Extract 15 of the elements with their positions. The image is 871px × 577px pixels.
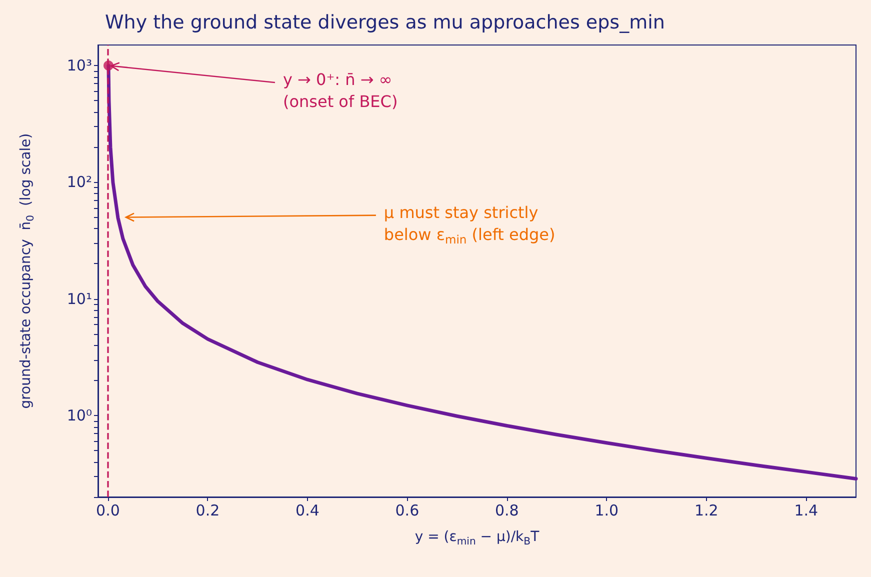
x-tick-label: 1.2	[694, 502, 718, 520]
y-tick-label: 10¹	[66, 290, 92, 308]
y-tick-label: 10²	[66, 173, 92, 192]
x-tick-label: 0.6	[395, 502, 420, 520]
x-tick-label: 0.8	[494, 502, 519, 520]
x-tick-label: 0.0	[96, 502, 120, 520]
y-axis-title: ground-state occupancy n̄0 (log scale)	[18, 133, 36, 409]
chart-title: Why the ground state diverges as mu approaches eps_min	[105, 12, 665, 34]
y-tick-label: 10³	[66, 56, 92, 75]
x-tick-label: 0.4	[296, 502, 320, 520]
x-tick-label: 1.4	[794, 502, 818, 520]
y-tick-label: 10⁰	[66, 406, 92, 424]
annotation: y → 0⁺: n̄ → ∞ (onset of BEC)	[282, 70, 398, 112]
x-tick-label: 1.0	[594, 502, 619, 520]
x-tick-label: 0.2	[196, 502, 220, 520]
